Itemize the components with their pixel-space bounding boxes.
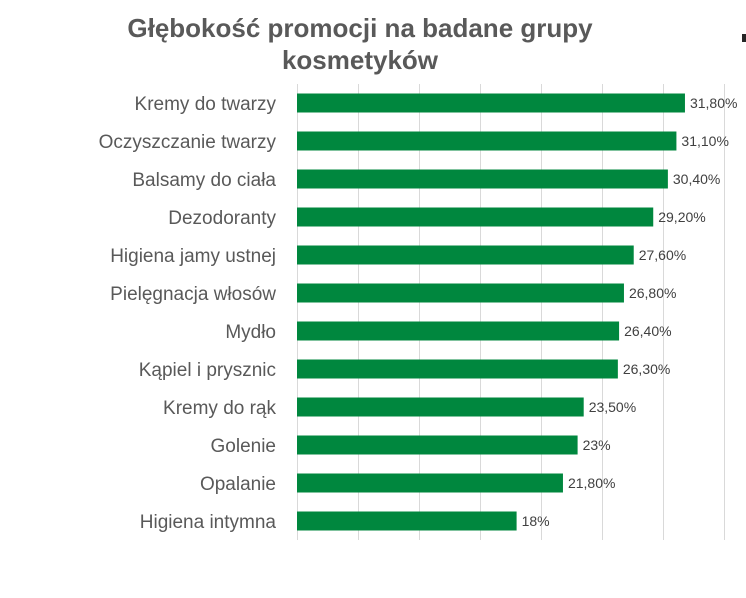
bar-4 [297,245,634,265]
value-label-8: 23,50% [589,399,636,415]
bar-2 [297,169,668,189]
bar-7 [297,359,618,379]
category-label-4: Higiena jamy ustnej [110,246,276,267]
category-label-9: Golenie [211,436,277,457]
bar-0 [297,93,685,113]
value-label-6: 26,40% [624,323,671,339]
corner-mark [742,34,746,42]
value-label-1: 31,10% [681,133,728,149]
value-label-5: 26,80% [629,285,676,301]
bar-1 [297,131,677,151]
value-label-0: 31,80% [690,95,737,111]
bars [297,93,685,531]
category-label-2: Balsamy do ciała [132,170,276,191]
bar-8 [297,397,584,417]
category-label-3: Dezodoranty [168,208,276,229]
chart-title: Głębokość promocji na badane grupy kosme… [60,12,660,76]
category-label-6: Mydło [225,322,276,343]
category-label-5: Pielęgnacja włosów [110,284,276,305]
bar-10 [297,473,563,493]
bar-3 [297,207,654,227]
category-label-7: Kąpiel i prysznic [139,360,276,381]
bar-5 [297,283,624,303]
value-label-3: 29,20% [658,209,705,225]
chart-title-line-1: Głębokość promocji na badane grupy [127,13,593,43]
category-label-11: Higiena intymna [140,512,277,533]
value-label-4: 27,60% [639,247,686,263]
labels: Kremy do twarzy 31,80% Oczyszczanie twarzy… [99,94,738,533]
value-label-7: 26,30% [623,361,670,377]
category-label-10: Opalanie [200,474,276,495]
value-label-9: 23% [583,437,611,453]
bar-11 [297,511,517,531]
value-label-11: 18% [522,513,550,529]
value-label-2: 30,40% [673,171,720,187]
bar-9 [297,435,578,455]
category-label-8: Kremy do rąk [163,398,276,419]
gridlines [297,84,725,540]
bar-6 [297,321,620,341]
chart-title-line-2: kosmetyków [281,45,439,75]
category-label-1: Oczyszczanie twarzy [99,132,277,153]
value-label-10: 21,80% [568,475,615,491]
category-label-0: Kremy do twarzy [135,94,277,115]
